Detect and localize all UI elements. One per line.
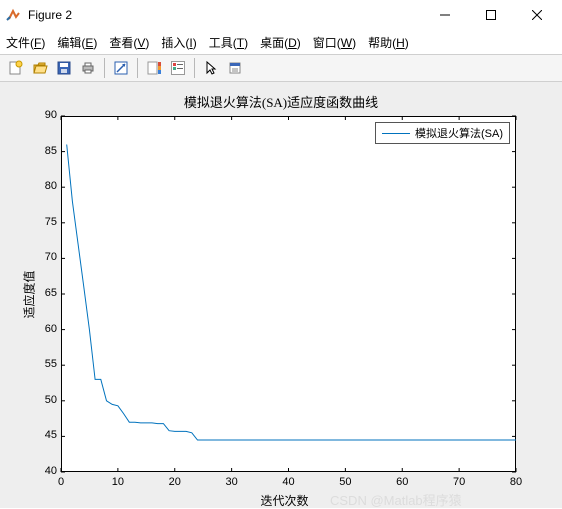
figure-window: Figure 2 文件(F) 编辑(E) 查看(V) 插入(I) 工具(T) 桌面(D) 窗… (0, 0, 562, 508)
menu-e[interactable]: 编辑(E) (57, 34, 97, 51)
menu-v[interactable]: 查看(V) (109, 34, 149, 51)
open-icon[interactable] (29, 57, 51, 79)
toolbar-separator (137, 58, 138, 78)
save-icon[interactable] (53, 57, 75, 79)
x-tick: 30 (222, 476, 242, 488)
window-title: Figure 2 (28, 8, 422, 22)
x-tick: 60 (392, 476, 412, 488)
edit-plot-icon[interactable] (224, 57, 246, 79)
toolbar-separator (104, 58, 105, 78)
pointer-icon[interactable] (200, 57, 222, 79)
y-tick: 80 (35, 180, 57, 192)
insert-colorbar-icon[interactable] (143, 57, 165, 79)
menu-i[interactable]: 插入(I) (161, 34, 196, 51)
titlebar: Figure 2 (0, 0, 562, 30)
y-tick: 40 (35, 465, 57, 477)
x-axis-label: 迭代次数 (261, 492, 309, 509)
x-tick: 70 (449, 476, 469, 488)
y-tick: 75 (35, 216, 57, 228)
menu-w[interactable]: 窗口(W) (313, 34, 356, 51)
y-tick: 90 (35, 109, 57, 121)
x-tick: 40 (279, 476, 299, 488)
close-button[interactable] (514, 0, 560, 30)
y-tick: 50 (35, 394, 57, 406)
menu-f[interactable]: 文件(F) (6, 34, 45, 51)
y-tick: 55 (35, 358, 57, 370)
toolbar (0, 54, 562, 82)
link-icon[interactable] (110, 57, 132, 79)
minimize-button[interactable] (422, 0, 468, 30)
y-tick: 65 (35, 287, 57, 299)
toolbar-separator (194, 58, 195, 78)
y-tick: 45 (35, 429, 57, 441)
y-tick: 70 (35, 251, 57, 263)
legend-label: 模拟退火算法(SA) (415, 125, 503, 141)
print-icon[interactable] (77, 57, 99, 79)
legend[interactable]: 模拟退火算法(SA) (375, 122, 510, 144)
maximize-button[interactable] (468, 0, 514, 30)
x-tick: 80 (506, 476, 526, 488)
x-tick: 0 (51, 476, 71, 488)
insert-legend-icon[interactable] (167, 57, 189, 79)
y-tick: 60 (35, 323, 57, 335)
x-tick: 50 (335, 476, 355, 488)
menubar: 文件(F) 编辑(E) 查看(V) 插入(I) 工具(T) 桌面(D) 窗口(W) 帮助(H) (0, 30, 562, 54)
menu-t[interactable]: 工具(T) (209, 34, 248, 51)
figure-canvas: 模拟退火算法(SA)适应度函数曲线 模拟退火算法(SA) 适应度值 迭代次数 0… (0, 82, 562, 508)
x-tick: 20 (165, 476, 185, 488)
legend-swatch (382, 133, 410, 134)
menu-d[interactable]: 桌面(D) (260, 34, 301, 51)
matlab-logo-icon (6, 7, 22, 23)
x-tick: 10 (108, 476, 128, 488)
watermark-text: CSDN @Matlab程序猿 (330, 490, 462, 509)
menu-h[interactable]: 帮助(H) (368, 34, 409, 51)
y-tick: 85 (35, 145, 57, 157)
new-figure-icon[interactable] (5, 57, 27, 79)
